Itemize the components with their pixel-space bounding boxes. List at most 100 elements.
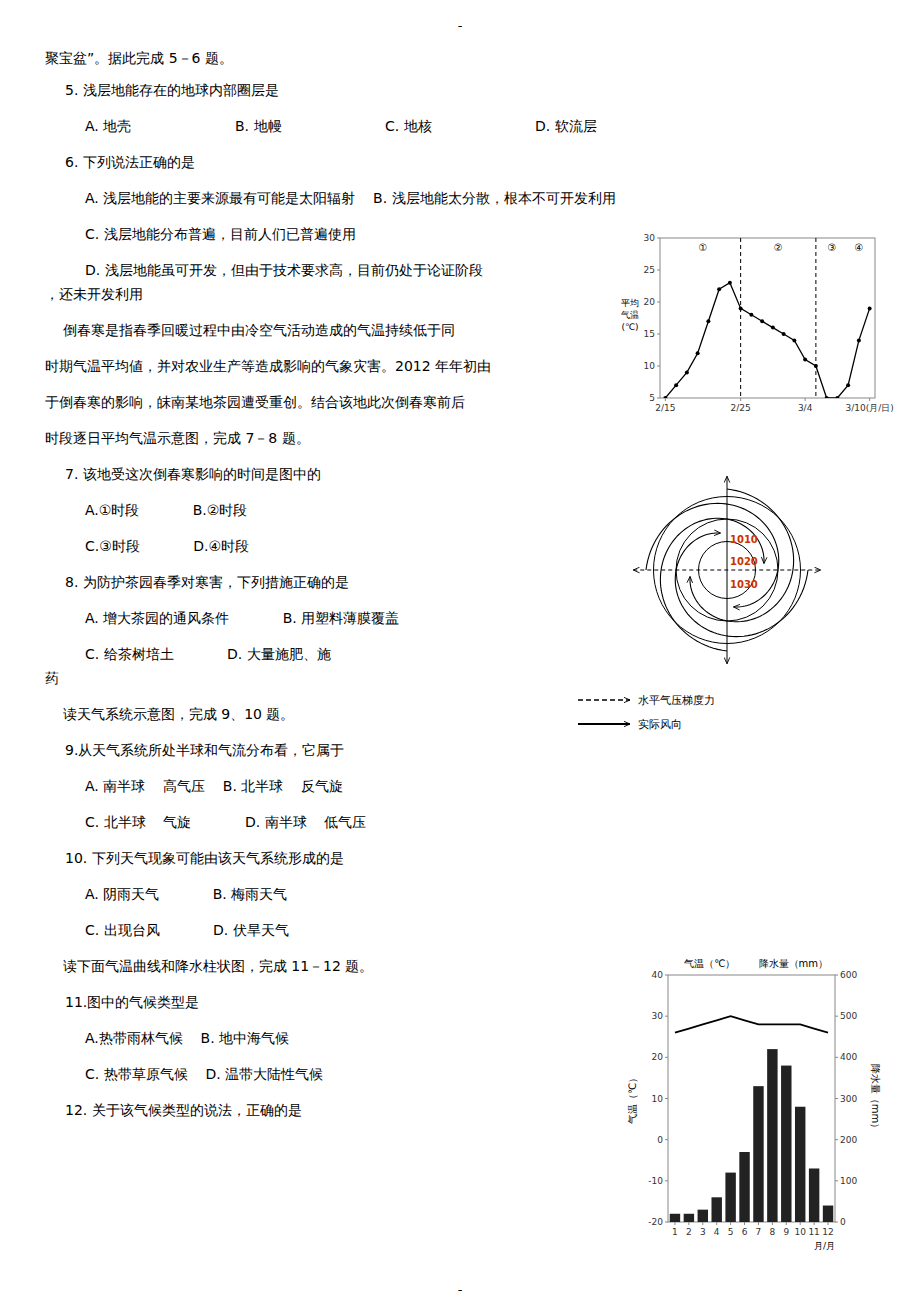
- body-text: C. 给茶树培土 D. 大量施肥、施: [85, 646, 331, 662]
- pressure-label: 1020: [730, 556, 758, 567]
- precipitation-bar: [823, 1206, 833, 1222]
- pressure-label: 1010: [730, 534, 758, 545]
- x-tick: [730, 1222, 731, 1225]
- body-text: C. 浅层地能分布普遍，目前人们已普遍使用: [85, 226, 356, 242]
- plot-area: [670, 1016, 834, 1222]
- chart-subtitle: 降水量（mm）: [759, 958, 828, 969]
- x-tick-label: 4: [714, 1227, 720, 1237]
- x-tick: [869, 398, 870, 401]
- x-tick-label: 2/15: [655, 403, 675, 413]
- y2-tick-label: 100: [840, 1176, 857, 1186]
- legend-label: 水平气压梯度力: [638, 694, 715, 707]
- body-text: 于倒春寒的影响，皌南某地茶园遭受重创。结合该地此次倒春寒前后: [45, 394, 465, 410]
- y-tick: [665, 1139, 668, 1140]
- y2-tick: [835, 1057, 838, 1058]
- y-tick-label: 20: [652, 1052, 664, 1062]
- body-text: 8. 为防护茶园春季对寒害，下列措施正确的是: [65, 574, 349, 590]
- x-tick-label: 6: [742, 1227, 748, 1237]
- temperature-point: [663, 396, 667, 398]
- x-tick-label: 9: [783, 1227, 789, 1237]
- precipitation-bar: [753, 1086, 763, 1222]
- body-text: A. 阴雨天气 B. 梅雨天气: [85, 886, 287, 902]
- x-tick-label: 3/4: [798, 403, 813, 413]
- y-axis-label-line: (℃): [621, 322, 638, 332]
- period-divider: [815, 238, 816, 398]
- x-tick-label: 8: [770, 1227, 776, 1237]
- precipitation-bar: [795, 1107, 805, 1222]
- period-label: ③: [828, 242, 837, 253]
- y-tick: [665, 1222, 668, 1223]
- y-tick: [657, 366, 660, 367]
- y2-tick-label: 0: [840, 1217, 846, 1227]
- y-axis-label-line: 气温: [621, 310, 639, 320]
- legend-label: 实际风向: [638, 718, 682, 731]
- x-tick: [665, 398, 666, 401]
- temperature-line: [675, 1016, 828, 1032]
- body-text: 读下面气温曲线和降水柱状图，完成 11－12 题。: [45, 958, 373, 974]
- body-text: 5. 浅层地能存在的地球内部圈层是: [65, 82, 279, 98]
- x-tick-label: 5: [728, 1227, 734, 1237]
- pressure-diagram: 1010 1020 1030 水平气压梯度力实际风向: [578, 476, 821, 731]
- y2-tick: [835, 1180, 838, 1181]
- x-tick: [772, 1222, 773, 1225]
- y-tick-label: 10: [652, 1094, 664, 1104]
- y-axis-label-line: 平均: [621, 298, 639, 308]
- body-text: A.热带雨林气候 B. 地中海气候: [85, 1030, 289, 1046]
- y-tick-label: 10: [644, 361, 656, 371]
- x-tick: [674, 1222, 675, 1225]
- body-text: 11.图中的气候类型是: [65, 994, 199, 1010]
- temperature-point: [782, 332, 786, 336]
- x-tick-label: 11: [808, 1227, 819, 1237]
- y-tick: [665, 1098, 668, 1099]
- y-tick-label: -20: [648, 1217, 663, 1227]
- precipitation-bar: [781, 1066, 791, 1222]
- precipitation-bar: [767, 1049, 777, 1222]
- wind-spiral: [646, 503, 779, 607]
- precipitation-bar: [670, 1214, 680, 1222]
- body-text: 6. 下列说法正确的是: [65, 154, 195, 170]
- y-tick: [657, 238, 660, 239]
- y2-tick: [835, 1016, 838, 1017]
- y-tick-label: 30: [644, 233, 656, 243]
- body-text: 7. 该地受这次倒春寒影响的时间是图中的: [65, 466, 321, 482]
- y-tick: [657, 270, 660, 271]
- x-tick: [800, 1222, 801, 1225]
- temperature-point: [728, 281, 732, 285]
- x-tick: [786, 1222, 787, 1225]
- y-tick: [665, 1057, 668, 1058]
- pressure-label: 1030: [730, 579, 758, 590]
- y-tick: [665, 1016, 668, 1017]
- body-text: 9.从天气系统所处半球和气流分布看，它属于: [65, 742, 344, 758]
- y-tick: [657, 334, 660, 335]
- precipitation-bar: [711, 1197, 721, 1222]
- y2-tick: [835, 1139, 838, 1140]
- y2-tick: [835, 975, 838, 976]
- x-tick: [828, 1222, 829, 1225]
- x-tick: [740, 398, 741, 401]
- temperature-point: [835, 396, 839, 398]
- y-tick: [657, 302, 660, 303]
- temperature-point: [846, 383, 850, 387]
- page: 聚宝盆”。据此完成 5－6 题。5. 浅层地能存在的地球内部圈层是A. 地壳B.…: [0, 0, 919, 1302]
- temperature-point: [674, 383, 678, 387]
- precipitation-bar: [725, 1173, 735, 1222]
- climate-chart: -20-100102030400100200300400500600123456…: [627, 958, 881, 1251]
- temperature-point: [739, 306, 743, 310]
- y-tick-label: 30: [652, 1011, 664, 1021]
- wind-spiral: [675, 533, 808, 637]
- body-text: C.③时段 D.④时段: [85, 538, 249, 554]
- body-text: 药: [45, 670, 59, 686]
- y-tick-label: 15: [644, 329, 655, 339]
- body-text: A. 地壳: [85, 118, 131, 134]
- body-text: A. 南半球 高气压 B. 北半球 反气旋: [85, 778, 343, 794]
- x-tick: [702, 1222, 703, 1225]
- y-axis-label: 气温（℃）: [627, 1073, 638, 1124]
- y-tick-label: -10: [648, 1176, 663, 1186]
- temperature-point: [814, 364, 818, 368]
- temperature-point: [760, 319, 764, 323]
- temperature-point: [749, 313, 753, 317]
- temperature-point: [771, 326, 775, 330]
- x-tick-label: 3/10(月/日): [845, 403, 893, 413]
- body-text: C. 热带草原气候 D. 温带大陆性气候: [85, 1066, 323, 1082]
- y-tick: [665, 1180, 668, 1181]
